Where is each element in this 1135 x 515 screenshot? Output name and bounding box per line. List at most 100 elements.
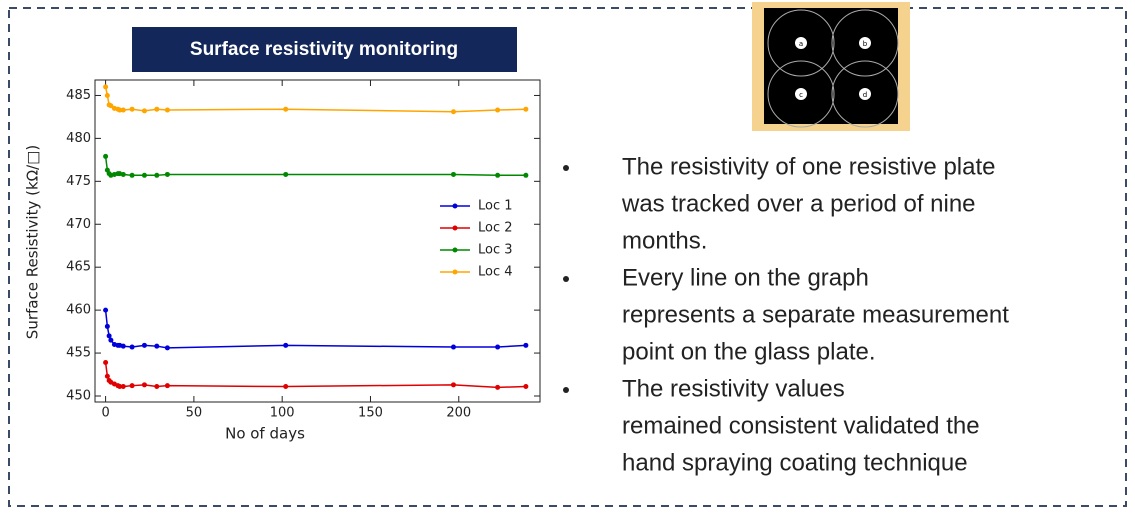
data-point [495, 344, 501, 350]
photo: a b c d [752, 2, 910, 131]
data-point [141, 342, 147, 348]
y-tick-label: 450 [66, 388, 91, 403]
data-point [103, 307, 109, 313]
data-point [495, 107, 501, 113]
photo-plate [764, 8, 898, 124]
spot-circle [831, 60, 899, 128]
data-point [103, 84, 109, 90]
data-point [450, 109, 456, 115]
x-tick-label: 50 [186, 406, 203, 421]
data-point [495, 172, 501, 178]
data-point [120, 107, 126, 113]
data-point [106, 333, 112, 339]
data-point [450, 171, 456, 177]
bullet-text: remained consistent validated the [622, 412, 980, 439]
bullet-text: The resistivity values [622, 375, 845, 402]
spot-circle [831, 9, 899, 77]
legend-swatch [452, 203, 458, 209]
data-point [154, 384, 160, 390]
bullet-text: hand spraying coating technique [622, 449, 968, 476]
data-point [108, 337, 114, 343]
data-point [117, 384, 123, 390]
bullet-text: was tracked over a period of nine [621, 190, 976, 217]
legend-swatch [452, 269, 458, 275]
y-tick-label: 455 [66, 346, 91, 361]
bullet-text: point on the glass plate. [622, 338, 876, 365]
data-point [117, 107, 123, 113]
y-tick-label: 470 [66, 217, 91, 232]
x-tick-label: 0 [101, 406, 109, 421]
data-point [450, 344, 456, 350]
data-point [103, 360, 109, 366]
legend-label: Loc 4 [478, 265, 513, 280]
x-tick-label: 150 [358, 406, 383, 421]
spot-dot [795, 37, 807, 49]
data-point [104, 92, 110, 98]
spot-label: b [863, 40, 868, 48]
bullet-text: months. [622, 227, 707, 254]
spot-label: d [863, 91, 867, 99]
data-point [104, 373, 110, 379]
data-point [141, 172, 147, 178]
y-tick-label: 480 [66, 131, 91, 146]
data-point [108, 103, 114, 109]
bullet-dot [563, 165, 569, 171]
plot-frame [94, 79, 541, 403]
data-point [129, 344, 135, 350]
data-point [164, 383, 170, 389]
legend-label: Loc 2 [478, 221, 513, 236]
data-point [495, 384, 501, 390]
data-point [103, 153, 109, 159]
legend-swatch [452, 247, 458, 253]
x-axis-label: No of days [225, 425, 305, 443]
data-point [283, 342, 289, 348]
y-tick-label: 485 [66, 88, 91, 103]
banner-title: Surface resistivity monitoring [190, 39, 458, 60]
data-point [164, 107, 170, 113]
data-point [283, 106, 289, 112]
y-axis-label: Surface Resistivity (kΩ/□) [24, 145, 42, 339]
data-point [129, 172, 135, 178]
data-point [120, 171, 126, 177]
data-point [141, 382, 147, 388]
legend-swatch [452, 225, 458, 231]
banner [132, 27, 517, 72]
spot-dot [859, 37, 871, 49]
spot-label: a [799, 40, 803, 48]
data-point [523, 384, 529, 390]
spot-circle [767, 60, 835, 128]
series-line [104, 310, 526, 349]
data-point [129, 106, 135, 112]
data-point [283, 384, 289, 390]
data-point [523, 342, 529, 348]
spot-dot [795, 88, 807, 100]
legend-label: Loc 3 [478, 243, 513, 258]
data-point [120, 343, 126, 349]
data-point [154, 343, 160, 349]
data-point [164, 171, 170, 177]
data-point [154, 172, 160, 178]
spot-circle [767, 9, 835, 77]
data-point [154, 106, 160, 112]
bullet-text: represents a separate measurement [622, 301, 1009, 328]
dashed-frame [8, 7, 1127, 507]
y-tick-label: 475 [66, 174, 91, 189]
spot-dot [859, 88, 871, 100]
legend-label: Loc 1 [478, 199, 513, 214]
y-tick-label: 465 [66, 260, 91, 275]
data-point [104, 323, 110, 329]
y-tick-label: 460 [66, 303, 91, 318]
data-point [164, 345, 170, 351]
bullet-text: The resistivity of one resistive plate [622, 153, 996, 180]
data-point [141, 108, 147, 114]
bullet-dot [563, 276, 569, 282]
bullet-dot [563, 387, 569, 393]
x-tick-label: 100 [270, 406, 295, 421]
data-point [129, 383, 135, 389]
data-point [450, 382, 456, 388]
spot-label: c [799, 91, 803, 99]
x-tick-label: 200 [446, 406, 471, 421]
data-point [523, 106, 529, 112]
